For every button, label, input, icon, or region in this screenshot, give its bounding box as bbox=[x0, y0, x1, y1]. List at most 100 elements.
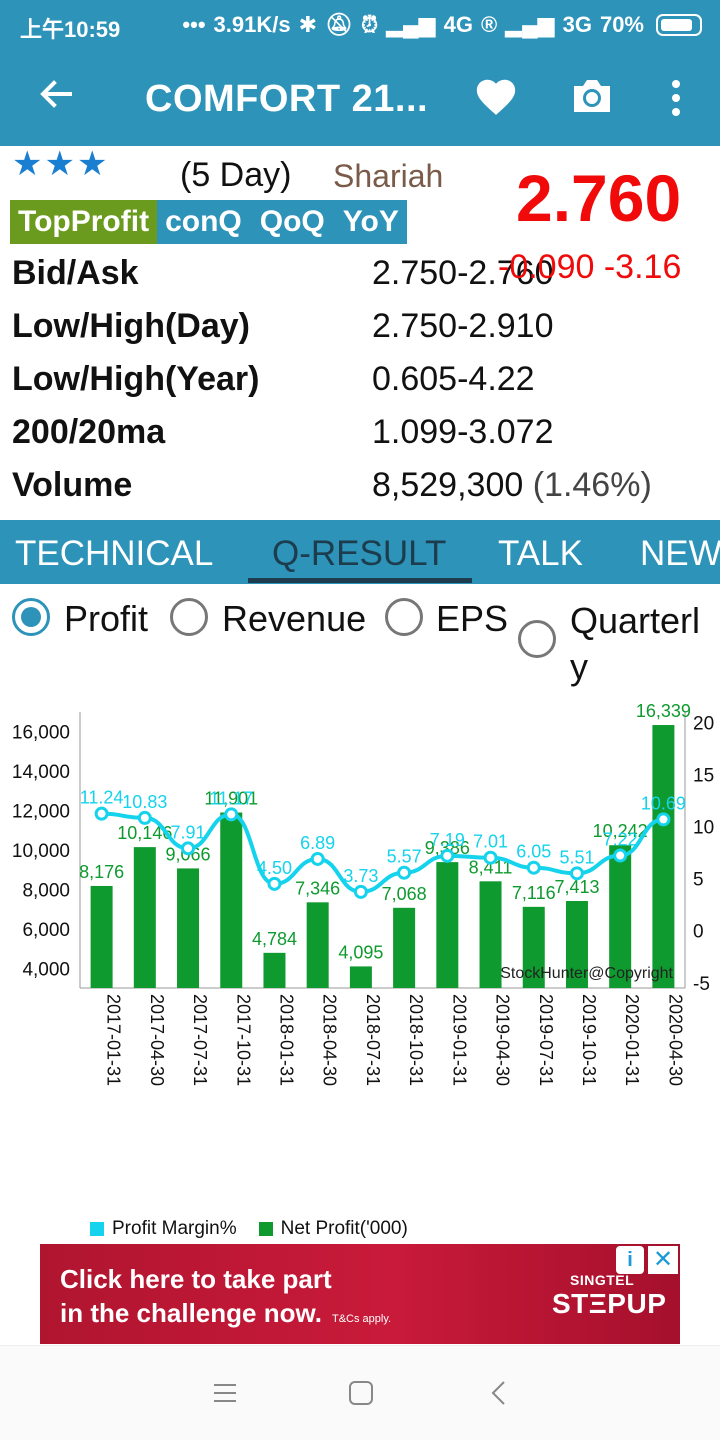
tab-q-result[interactable]: Q-RESULT bbox=[272, 534, 447, 573]
x-axis-tick: 2020-01-31 bbox=[622, 994, 642, 1086]
info-value-day-range: 2.750-2.910 bbox=[372, 307, 554, 345]
x-axis-tick: 2019-01-31 bbox=[449, 994, 469, 1086]
alarm-icon: ⏰︎ bbox=[360, 12, 379, 37]
notification-dots-icon: ••• bbox=[182, 12, 206, 37]
signal-1-label: 4G bbox=[443, 12, 473, 37]
profit-bar-label: 16,339 bbox=[636, 701, 691, 721]
metric-radio-group: Profit Revenue EPS Quarterly bbox=[0, 594, 720, 694]
system-nav-bar bbox=[0, 1345, 720, 1440]
status-bar: 上午10:59 ••• 3.91K/s ✱ 🔕︎ ⏰︎ ▂▄▆ 4G ® ▂▄▆… bbox=[0, 0, 720, 52]
status-icons: ••• 3.91K/s ✱ 🔕︎ ⏰︎ ▂▄▆ 4G ® ▂▄▆ 3G 70% bbox=[182, 12, 702, 38]
profit-bar-label: 8,411 bbox=[469, 857, 513, 877]
radio-revenue[interactable] bbox=[170, 598, 208, 636]
margin-point bbox=[656, 812, 671, 827]
home-icon[interactable] bbox=[348, 1380, 374, 1406]
tag-conq[interactable]: conQ bbox=[165, 205, 242, 238]
rating-stars: ★★★ bbox=[12, 145, 110, 183]
margin-point-label: 6.89 bbox=[300, 833, 335, 853]
margin-point-label: 3.73 bbox=[343, 866, 378, 886]
roaming-icon: ® bbox=[480, 12, 498, 37]
tag-qoq[interactable]: QoQ bbox=[259, 205, 325, 238]
profit-bar-label: 10,242 bbox=[593, 821, 648, 841]
x-axis-tick: 2019-07-31 bbox=[536, 994, 556, 1086]
margin-point bbox=[440, 848, 455, 863]
radio-label-eps[interactable]: EPS bbox=[436, 598, 509, 639]
tab-technical[interactable]: TECHNICAL bbox=[15, 534, 214, 573]
margin-point bbox=[397, 865, 412, 880]
profit-bar-label: 4,784 bbox=[252, 929, 297, 949]
left-axis-tick: 12,000 bbox=[12, 802, 70, 823]
ad-close-icon[interactable]: ✕ bbox=[648, 1246, 678, 1274]
ad-line-1: Click here to take part bbox=[60, 1264, 332, 1294]
tag-top-profit[interactable]: TopProfit bbox=[10, 200, 158, 244]
radio-profit[interactable] bbox=[12, 598, 50, 636]
x-axis-tick: 2017-04-30 bbox=[147, 994, 167, 1086]
heart-icon[interactable] bbox=[473, 74, 519, 120]
volume-percent: (1.46%) bbox=[532, 466, 652, 504]
profit-bar bbox=[133, 847, 156, 988]
profit-bar bbox=[522, 906, 545, 988]
right-axis-tick: 5 bbox=[693, 870, 704, 891]
radio-label-profit[interactable]: Profit bbox=[64, 598, 149, 639]
margin-point bbox=[613, 848, 628, 863]
left-axis-tick: 8,000 bbox=[22, 880, 70, 901]
margin-point-label: 10.83 bbox=[122, 792, 167, 812]
margin-point bbox=[353, 884, 368, 899]
profit-bar bbox=[436, 862, 459, 988]
camera-icon[interactable] bbox=[570, 76, 614, 116]
right-axis-tick: -5 bbox=[693, 974, 710, 995]
signal-2-icon: ▂▄▆ bbox=[505, 12, 555, 37]
volume-value: 8,529,300 bbox=[372, 466, 524, 504]
ad-banner[interactable]: Click here to take part in the challenge… bbox=[40, 1244, 680, 1344]
x-axis-tick: 2019-10-31 bbox=[579, 994, 599, 1086]
tab-bar: TECHNICAL Q-RESULT TALK NEWS bbox=[0, 520, 720, 584]
profit-bar bbox=[349, 966, 372, 988]
battery-percent: 70% bbox=[599, 12, 644, 37]
x-axis-tick: 2019-04-30 bbox=[493, 994, 513, 1086]
x-axis-tick: 2018-07-31 bbox=[363, 994, 383, 1086]
status-time: 上午10:59 bbox=[20, 17, 121, 42]
margin-point-label: 6.05 bbox=[516, 842, 551, 862]
margin-point-label: 7.01 bbox=[473, 832, 508, 852]
right-axis-tick: 15 bbox=[693, 765, 714, 786]
x-axis-tick: 2018-04-30 bbox=[320, 994, 340, 1086]
recents-icon[interactable] bbox=[212, 1382, 238, 1404]
margin-point bbox=[310, 851, 325, 866]
radio-label-quarterly[interactable]: Quarterly bbox=[570, 600, 701, 687]
battery-icon bbox=[656, 14, 702, 36]
network-speed: 3.91K/s bbox=[213, 12, 291, 37]
left-axis-tick: 14,000 bbox=[12, 762, 70, 783]
tab-news[interactable]: NEWS bbox=[640, 534, 720, 573]
active-tab-indicator bbox=[248, 578, 472, 583]
ad-info-icon[interactable]: i bbox=[616, 1246, 644, 1274]
x-axis-tick: 2018-01-31 bbox=[276, 994, 296, 1086]
left-axis-tick: 16,000 bbox=[12, 723, 70, 744]
info-value-ma: 1.099-3.072 bbox=[372, 413, 554, 451]
bluetooth-icon: ✱ bbox=[298, 12, 318, 37]
profit-bar bbox=[263, 952, 286, 988]
more-vert-icon[interactable] bbox=[664, 78, 688, 118]
legend-swatch-margin bbox=[90, 1222, 104, 1236]
margin-point bbox=[137, 810, 152, 825]
radio-label-revenue[interactable]: Revenue bbox=[222, 598, 367, 639]
back-icon[interactable] bbox=[488, 1380, 508, 1406]
profit-bar-label: 7,346 bbox=[295, 878, 340, 898]
tab-talk[interactable]: TALK bbox=[498, 534, 583, 573]
back-arrow-icon[interactable] bbox=[36, 74, 76, 122]
signal-2-label: 3G bbox=[562, 12, 592, 37]
tag-bar: TopProfit conQ QoQ YoY bbox=[10, 200, 407, 244]
period-label[interactable]: (5 Day) bbox=[180, 156, 292, 194]
tag-yoy[interactable]: YoY bbox=[342, 205, 399, 238]
radio-quarterly[interactable] bbox=[518, 620, 556, 658]
app-bar: COMFORT 21... bbox=[0, 52, 720, 146]
x-axis-tick: 2017-01-31 bbox=[104, 994, 124, 1086]
legend-swatch-profit bbox=[258, 1222, 273, 1236]
margin-point bbox=[569, 866, 584, 881]
profit-bar-label: 9,386 bbox=[425, 838, 470, 858]
profit-bar-label: 4,095 bbox=[338, 942, 383, 962]
margin-point-label: 11.17 bbox=[209, 788, 253, 808]
margin-point-label: 11.24 bbox=[80, 788, 124, 808]
profit-bar bbox=[479, 881, 502, 988]
margin-point bbox=[224, 807, 239, 822]
radio-eps[interactable] bbox=[385, 598, 423, 636]
